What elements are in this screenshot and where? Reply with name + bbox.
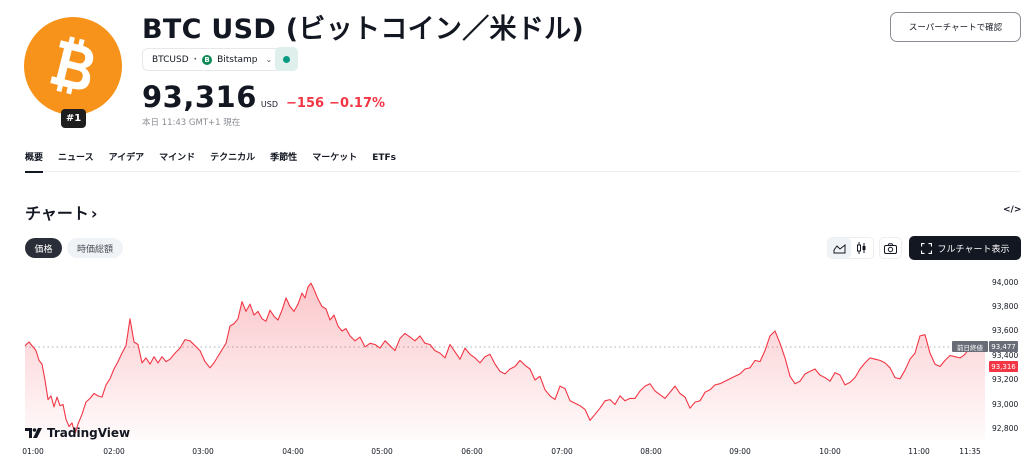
- y-tick: 93,400: [992, 351, 1019, 360]
- x-tick: 08:00: [640, 447, 662, 456]
- x-tick: 07:00: [551, 447, 573, 456]
- super-chart-button[interactable]: スーパーチャートで確認: [890, 12, 1021, 42]
- x-tick: 03:00: [192, 447, 214, 456]
- price-timestamp: 本日 11:43 GMT+1 現在: [142, 118, 241, 128]
- tab-ideas[interactable]: アイデア: [108, 153, 145, 163]
- symbol-exchange-selector[interactable]: BTCUSD · B Bitstamp ⌄: [142, 48, 283, 71]
- btc-logo: [24, 17, 122, 115]
- tradingview-logo[interactable]: TradingView: [25, 426, 130, 440]
- chart-section-title[interactable]: チャート ›: [25, 200, 97, 224]
- fullscreen-icon: [920, 242, 932, 254]
- price-row: 93,316 USD −156 −0.17%: [142, 80, 385, 114]
- bitstamp-icon: B: [202, 54, 213, 65]
- currency-label: USD: [260, 100, 279, 109]
- chevron-down-icon: ⌄: [265, 55, 273, 64]
- chevron-right-icon: ›: [90, 204, 98, 223]
- current-price: 93,316: [142, 80, 257, 114]
- full-chart-label: フルチャート表示: [937, 244, 1010, 255]
- tab-bar: 概要 ニュース アイデア マインド テクニカル 季節性 マーケット ETFs: [25, 148, 1021, 173]
- tradingview-text: TradingView: [47, 426, 131, 440]
- price-chip[interactable]: 価格: [25, 238, 62, 258]
- price-area: [25, 283, 985, 440]
- rank-badge: #1: [61, 109, 86, 128]
- x-tick: 01:00: [22, 447, 44, 456]
- embed-code-icon[interactable]: </>: [1003, 205, 1022, 215]
- x-tick: 05:00: [371, 447, 393, 456]
- tradingview-icon: [25, 428, 42, 438]
- tab-minds[interactable]: マインド: [159, 153, 196, 163]
- y-tick: 93,800: [992, 302, 1019, 311]
- bitcoin-icon: [50, 36, 94, 95]
- price-chart[interactable]: [0, 262, 1024, 464]
- x-tick: 10:00: [819, 447, 841, 456]
- chart-type-toggle: [827, 237, 874, 259]
- tab-seasonals[interactable]: 季節性: [270, 153, 298, 163]
- x-tick: 09:00: [729, 447, 751, 456]
- area-chart-button[interactable]: [828, 238, 851, 258]
- price-change: −156: [286, 96, 325, 111]
- y-tick: 94,000: [992, 278, 1019, 287]
- price-line: [24, 282, 986, 435]
- market-cap-chip[interactable]: 時価総額: [67, 238, 123, 258]
- price-chart-canvas[interactable]: [0, 262, 1024, 464]
- candlestick-icon: [857, 242, 866, 254]
- y-tick: 93,200: [992, 375, 1019, 384]
- area-chart-icon: [833, 243, 846, 253]
- x-tick: 11:35: [959, 447, 981, 456]
- x-tick: 02:00: [103, 447, 125, 456]
- exchange-label: Bitstamp: [217, 54, 258, 65]
- market-status-button[interactable]: [275, 47, 298, 71]
- x-tick: 04:00: [282, 447, 304, 456]
- tab-etfs[interactable]: ETFs: [372, 153, 396, 163]
- tab-news[interactable]: ニュース: [58, 153, 94, 163]
- y-tick: 93,000: [992, 400, 1019, 409]
- price-change-percent: −0.17%: [329, 96, 386, 111]
- previous-close-value: 93,477: [989, 341, 1018, 352]
- symbol-label: BTCUSD: [152, 54, 189, 65]
- full-chart-button[interactable]: フルチャート表示: [909, 236, 1021, 260]
- separator: ·: [193, 54, 198, 65]
- live-dot-icon: [283, 55, 290, 63]
- y-tick: 92,800: [992, 424, 1019, 433]
- tab-technicals[interactable]: テクニカル: [210, 153, 256, 163]
- tab-markets[interactable]: マーケット: [312, 153, 358, 163]
- y-tick: 93,600: [992, 326, 1019, 335]
- x-tick: 06:00: [461, 447, 483, 456]
- chart-title-text: チャート: [25, 204, 89, 223]
- page-title: BTC USD (ビットコイン／米ドル): [142, 14, 585, 45]
- last-price-label: 93,316: [989, 361, 1018, 372]
- snapshot-button[interactable]: [879, 237, 902, 259]
- tab-overview[interactable]: 概要: [25, 148, 44, 173]
- camera-icon: [884, 242, 897, 254]
- x-tick: 11:00: [908, 447, 930, 456]
- candle-chart-button[interactable]: [851, 238, 874, 258]
- previous-close-label: 前日終値: [952, 341, 988, 352]
